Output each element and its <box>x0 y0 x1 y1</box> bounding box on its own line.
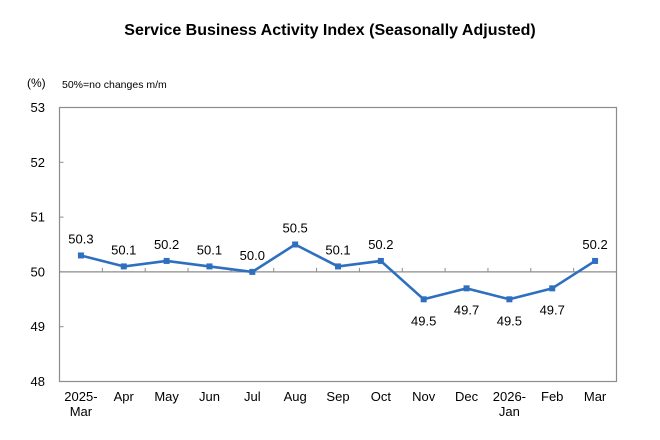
data-point-marker <box>549 285 556 292</box>
x-tick-label-line: Jul <box>244 389 261 404</box>
data-label: 49.5 <box>411 313 436 328</box>
x-tick-label-line: Nov <box>412 389 436 404</box>
x-tick-label: Jul <box>244 389 261 404</box>
plot-area-frame <box>58 106 618 383</box>
y-tick-label: 49 <box>31 319 45 334</box>
x-tick-label: Dec <box>455 389 479 404</box>
x-tick-label: Mar <box>584 389 607 404</box>
x-tick-label-line: Aug <box>284 389 307 404</box>
data-point-marker <box>506 296 513 303</box>
data-point-marker <box>592 257 599 264</box>
x-tick-label: May <box>154 389 179 404</box>
x-tick-label: 2026-Jan <box>493 389 526 419</box>
x-tick-label-line: Mar <box>584 389 607 404</box>
data-label: 50.5 <box>282 221 307 236</box>
data-label: 49.7 <box>540 302 565 317</box>
x-tick-label-line: Jun <box>199 389 220 404</box>
data-point-marker <box>163 257 170 264</box>
y-tick-label: 48 <box>31 374 45 389</box>
x-tick-label-line: Apr <box>114 389 135 404</box>
x-tick-label-line: Oct <box>371 389 392 404</box>
data-label: 49.7 <box>454 302 479 317</box>
y-tick-label: 53 <box>31 100 45 115</box>
data-label: 49.5 <box>497 313 522 328</box>
y-axis: 48 49 50 51 52 53 <box>31 100 64 389</box>
data-label: 50.1 <box>197 242 222 257</box>
data-label: 50.1 <box>111 242 136 257</box>
data-point-marker <box>120 263 127 270</box>
data-point-marker <box>420 296 427 303</box>
x-tick-label: Apr <box>114 389 135 404</box>
data-point-marker <box>335 263 341 270</box>
data-point-marker <box>77 252 84 259</box>
x-tick-label-line: May <box>154 389 179 404</box>
x-tick-label: Aug <box>284 389 307 404</box>
x-tick-label: Sep <box>326 389 349 404</box>
y-axis-unit-label: (%) <box>27 76 46 90</box>
x-tick-label: Jun <box>199 389 220 404</box>
x-tick-label-line: Sep <box>326 389 349 404</box>
data-point-marker <box>249 268 256 275</box>
reference-line-group <box>59 267 617 273</box>
x-tick-label-line: Feb <box>541 389 563 404</box>
x-tick-label: Feb <box>541 389 563 404</box>
data-point-marker <box>292 241 299 248</box>
data-label: 50.1 <box>325 242 350 257</box>
data-label: 50.3 <box>68 231 93 246</box>
data-point-marker <box>463 285 470 292</box>
x-tick-label-line: 2025- <box>64 389 97 404</box>
data-label: 50.2 <box>582 237 607 252</box>
data-label: 50.0 <box>240 248 265 263</box>
x-tick-label-line: Jan <box>499 404 520 419</box>
x-tick-label-line: Mar <box>70 404 93 419</box>
x-tick-label-line: 2026- <box>493 389 526 404</box>
chart-title: Service Business Activity Index (Seasona… <box>124 22 536 39</box>
x-tick-label: Nov <box>412 389 436 404</box>
data-label: 50.2 <box>154 237 179 252</box>
data-point-marker <box>206 263 213 270</box>
data-point-marker <box>377 257 384 264</box>
series-group <box>77 241 599 303</box>
data-labels-group: 50.3 50.1 50.2 50.1 50.0 50.5 50.1 50.2 49.5 49.7… <box>68 221 607 329</box>
chart-annotation: 50%=no changes m/m <box>62 79 167 91</box>
y-tick-label: 51 <box>31 210 45 225</box>
x-tick-label: Oct <box>371 389 392 404</box>
x-tick-label: 2025-Mar <box>64 389 97 419</box>
y-tick-label: 50 <box>31 264 45 279</box>
y-tick-label: 52 <box>31 155 45 170</box>
data-label: 50.2 <box>368 237 393 252</box>
x-tick-label-line: Dec <box>455 389 479 404</box>
